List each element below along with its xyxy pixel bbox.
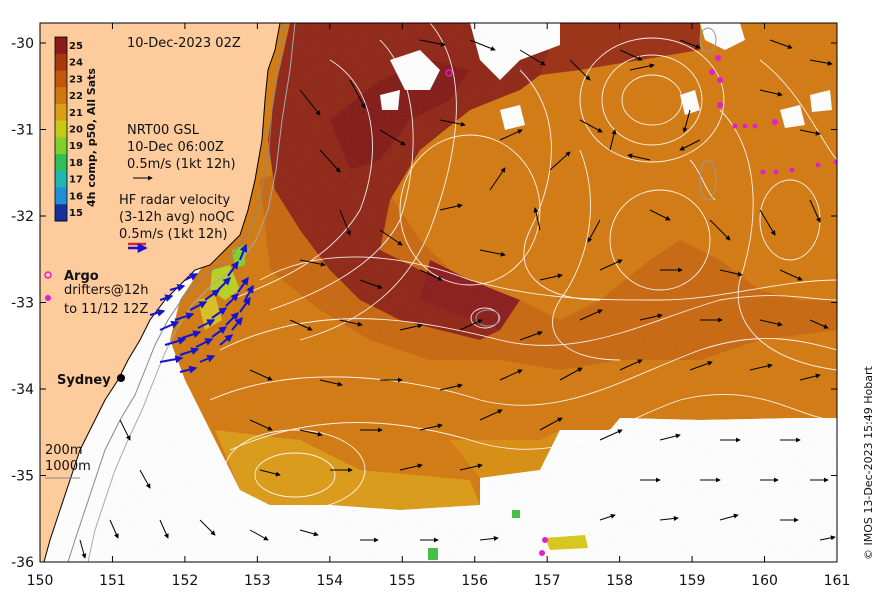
colorbar-swatch [55,53,67,71]
x-tick-label: 150 [27,573,54,589]
y-tick-label: -31 [11,123,34,139]
ssh-contours [209,23,837,511]
colorbar-label: 20 [69,125,83,136]
colorbar-label: 22 [69,91,83,102]
timestamp-label: 10-Dec-2023 02Z [127,36,241,51]
city-marker [117,374,125,382]
argo-label: Argo [64,269,99,284]
colorbar-swatch [55,154,67,172]
radar-line1: HF radar velocity [119,193,231,208]
gsl-velocity-arrows [79,39,836,559]
y-tick-label: -36 [11,555,34,571]
x-tick-label: 151 [99,573,126,589]
gsl-line1: NRT00 GSL [127,123,200,138]
radar-line3: 0.5m/s (1kt 12h) [119,227,228,242]
x-axis-ticks: 150 151 152 153 154 155 156 157 158 159 160 161 [27,23,851,589]
y-axis-ticks: -30 -31 -32 -33 -34 -35 -36 [11,36,837,571]
argo-drifters [445,55,837,556]
drifter-line1: drifters@12h [64,283,149,298]
credit-label: © IMOS 13-Dec-2023 15:49 Hobart [862,365,875,560]
plot-area [40,23,837,562]
gsl-line2: 10-Dec 06:00Z [127,140,224,155]
x-tick-label: 155 [389,573,416,589]
x-tick-label: 156 [461,573,488,589]
colorbar-swatch [55,37,67,55]
colorbar-swatch [55,120,67,138]
colorbar-swatch [55,70,67,88]
colorbar-label: 23 [69,74,83,85]
radar-line2: (3-12h avg) noQC [119,210,235,225]
hf-radar-arrows [149,243,254,374]
isobath-200m [67,23,286,562]
colorbar-label: 24 [69,58,83,69]
x-tick-label: 159 [679,573,706,589]
x-tick-label: 161 [824,573,851,589]
colorbar-title: 4h comp, p50, All Sats [85,68,98,207]
x-tick-label: 157 [534,573,561,589]
colorbar-label: 15 [69,208,83,219]
x-tick-label: 154 [316,573,343,589]
isobath-200m-label: 200m [45,443,82,458]
city-label: Sydney [57,373,111,388]
y-tick-label: -34 [11,382,34,398]
colorbar-swatch [55,87,67,105]
gsl-line3: 0.5m/s (1kt 12h) [127,157,236,172]
colorbar-label: 19 [69,141,83,152]
colorbar: 25 24 23 22 21 20 19 18 17 16 15 [54,36,83,222]
y-tick-label: -33 [11,296,34,312]
x-tick-label: 158 [606,573,633,589]
plot-frame [39,22,838,563]
x-tick-label: 160 [751,573,778,589]
x-tick-label: 152 [172,573,199,589]
colorbar-swatch [55,103,67,122]
argo-legend-icon [44,271,52,279]
x-tick-label: 153 [244,573,271,589]
colorbar-label: 16 [69,191,83,202]
colorbar-label: 21 [69,108,83,119]
isobath-1000m-label: 1000m [45,459,91,474]
y-tick-label: -32 [11,209,34,225]
colorbar-swatch [55,170,67,189]
colorbar-swatch [55,204,67,222]
colorbar-swatch [55,187,67,205]
colorbar-label: 17 [69,175,83,186]
y-tick-label: -35 [11,469,34,485]
colorbar-label: 25 [69,41,83,52]
drifter-legend-icon [45,295,51,301]
y-tick-label: -30 [11,36,34,52]
colorbar-label: 18 [69,158,83,169]
colorbar-swatch [55,137,67,155]
drifter-line2: to 11/12 12Z [64,302,148,317]
